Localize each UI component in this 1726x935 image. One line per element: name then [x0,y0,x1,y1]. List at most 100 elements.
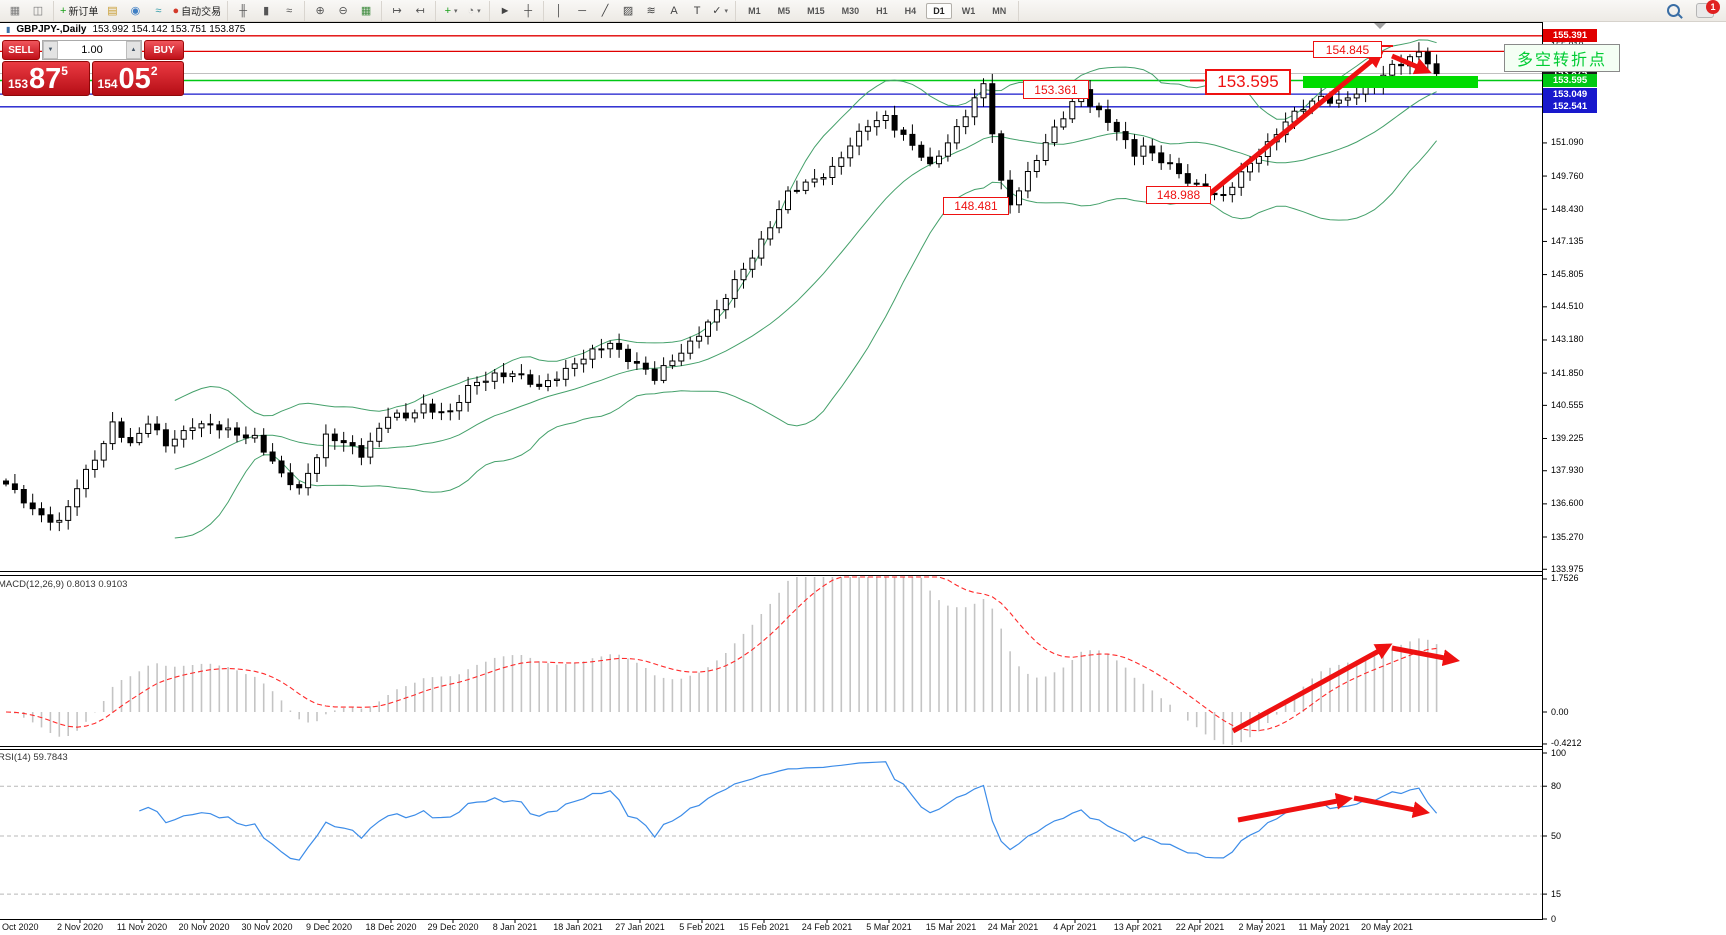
toolbar-group: ⊕ ⊖ ▦ [305,0,383,21]
timeframe-h1[interactable]: H1 [876,5,888,16]
timeframe-mn[interactable]: MN [992,5,1007,16]
rsi-scale-tick: 100 [1551,747,1567,758]
new-order-button[interactable]: + 新订单 [58,2,100,20]
macd-scale-tick: 1.7526 [1551,573,1579,584]
price-tick: 135.270 [1551,531,1584,542]
price-tick: 141.850 [1551,367,1584,378]
timeframe-m30[interactable]: M30 [841,5,860,16]
buy-price-pips: 05 [118,63,151,95]
lot-decrease-button[interactable]: ▼ [43,41,58,59]
candle-chart-icon: ▮ [263,4,270,17]
auto-scroll-icon[interactable]: ↦ [386,2,408,20]
chat-bubble-icon: 1 [1696,0,1720,18]
community-icon[interactable]: ◉ [124,2,146,20]
buy-price[interactable]: 154 05 2 [91,61,184,96]
price-tick: 144.510 [1551,301,1584,312]
fibonacci-icon[interactable]: ≋ [640,2,662,20]
timeframe-m15[interactable]: M15 [807,5,825,16]
price-tag: 155.391 [1543,29,1597,43]
macd-scale-tick: 0.00 [1551,706,1569,717]
history-center-icon[interactable]: ▤ [101,2,123,20]
lot-size-value[interactable]: 1.00 [81,44,103,56]
toolbar: ▦ ◫ + 新订单 ▤ ◉ ≈ ● 自动交易 ╫ ▮ ≈ ⊕ ⊖ ▦ ↦ ↤ + ▾ ◔ ▾ ► ┼ │ ─ ╱ ▨ ≋ A T ✓ ▾ M1… [0,0,1726,22]
price-tick: 139.225 [1551,432,1584,443]
bar-chart-icon: ╫ [239,4,247,17]
sell-price-base: 153 [8,77,29,91]
price-tick: 145.805 [1551,269,1584,280]
crosshair-icon: ┼ [524,4,532,17]
text-label-icon[interactable]: T [686,2,708,20]
buy-price-base: 154 [97,77,118,91]
date-label: 5 Feb 2021 [679,922,725,932]
date-label: 30 Nov 2020 [241,922,293,932]
crosshair-icon[interactable]: ┼ [517,2,539,20]
cursor-icon[interactable]: ► [494,2,516,20]
period-menu-icon[interactable]: ◔ ▾ [463,2,485,20]
vertical-line-icon[interactable]: │ [548,2,570,20]
toolbar-group: ▦ ◫ [0,0,54,21]
buy-button[interactable]: BUY [144,40,184,60]
lot-size-control[interactable]: ▼ 1.00 ▲ [42,40,142,60]
notifications-button[interactable]: 1 [1694,0,1720,20]
symbol-period-label: GBPJPY-,Daily [16,24,87,35]
date-label: 27 Jan 2021 [615,922,665,932]
candle-chart-icon[interactable]: ▮ [255,2,277,20]
note-annotation[interactable]: 多空转折点 [1504,44,1620,72]
price-annotation[interactable]: 153.595 [1205,69,1291,95]
price-annotation[interactable]: 148.988 [1146,186,1211,204]
community-icon: ◉ [130,4,141,17]
price-annotation[interactable]: 154.845 [1313,41,1382,58]
horizontal-line-icon[interactable]: ─ [571,2,593,20]
trendline-icon[interactable]: ╱ [594,2,616,20]
sell-price[interactable]: 153 87 5 [2,61,90,96]
date-label: 8 Jan 2021 [492,922,538,932]
new-order-button-label: 新订单 [68,7,99,18]
equidistant-channel-icon[interactable]: ▨ [617,2,639,20]
timeframe-d1[interactable]: D1 [926,2,952,19]
date-label: 9 Dec 2020 [305,922,353,932]
sell-button[interactable]: SELL [2,40,40,60]
signals-icon[interactable]: ≈ [147,2,169,20]
toolbar-group: ↦ ↤ [382,0,437,21]
rsi-scale-tick: 0 [1551,913,1557,924]
rsi-label: RSI(14) 59.7843 [0,752,68,763]
arrows-tool-icon[interactable]: ✓ ▾ [709,2,731,20]
chart-shift-icon: ↤ [415,4,425,17]
lot-increase-button[interactable]: ▲ [126,41,141,59]
timeframe-w1[interactable]: W1 [961,5,976,16]
charts-window-icon[interactable]: ▦ [4,2,26,20]
price-tick: 147.135 [1551,235,1584,246]
add-indicator-icon[interactable]: + ▾ [440,2,462,20]
zoom-out-icon[interactable]: ⊖ [332,2,354,20]
period-menu-icon: ◔ [467,4,475,17]
horizontal-line-icon: ─ [578,4,586,17]
bar-chart-icon[interactable]: ╫ [232,2,254,20]
date-label: 20 Nov 2020 [178,922,230,932]
auto-trading-button[interactable]: ● 自动交易 [170,2,223,20]
history-center-icon: ▤ [107,4,118,17]
line-chart-icon[interactable]: ≈ [278,2,300,20]
text-icon: A [670,4,678,17]
timeframe-h4[interactable]: H4 [904,5,917,16]
text-icon[interactable]: A [663,2,685,20]
market-watch-icon[interactable]: ◫ [27,2,49,20]
timeframe-m1[interactable]: M1 [748,5,761,16]
chart-shift-icon[interactable]: ↤ [409,2,431,20]
zoom-in-icon[interactable]: ⊕ [309,2,331,20]
search-button[interactable] [1662,2,1684,20]
timeframe-m5[interactable]: M5 [777,5,791,16]
date-label: 5 Mar 2021 [866,922,912,932]
date-label: Oct 2020 [2,922,39,932]
price-annotation[interactable]: 153.361 [1023,80,1089,99]
new-order-icon: + [60,4,67,17]
date-label: 29 Dec 2020 [427,922,479,932]
charts-window-icon: ▦ [9,4,21,17]
date-label: 4 Apr 2021 [1053,922,1097,932]
price-tick: 149.760 [1551,170,1584,181]
tile-windows-icon[interactable]: ▦ [355,2,377,20]
chevron-down-icon: ▾ [454,7,458,15]
zoom-in-icon: ⊕ [315,4,325,17]
market-watch-icon: ◫ [32,4,44,17]
price-annotation[interactable]: 148.481 [943,197,1009,215]
